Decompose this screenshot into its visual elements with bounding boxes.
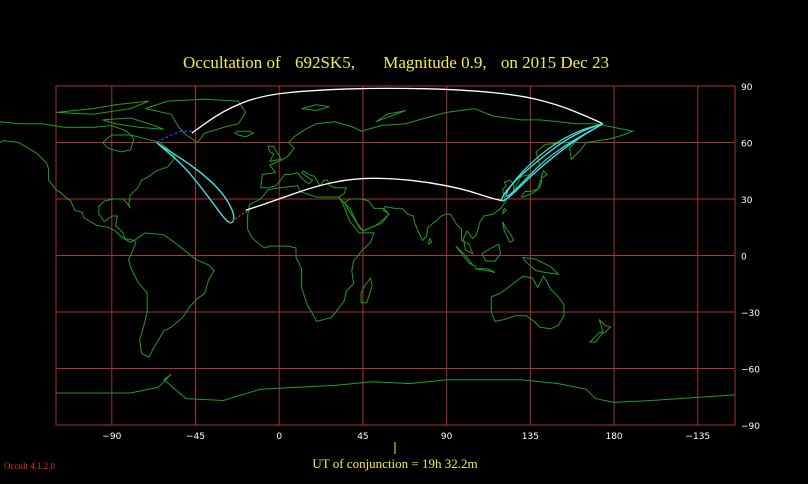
lon-tick-label: 180 <box>605 432 622 442</box>
lon-tick-label: 90 <box>441 432 453 442</box>
title-magnitude: Magnitude 0.9, <box>383 53 486 72</box>
title-date: on 2015 Dec 23 <box>501 53 609 72</box>
coastline <box>490 275 565 330</box>
coastline <box>455 245 477 268</box>
north-track <box>191 87 604 134</box>
title-prefix: Occultation of <box>183 53 281 72</box>
coastline <box>234 130 255 138</box>
south-track <box>245 177 503 211</box>
east-loop-inner <box>505 123 604 197</box>
map-title: Occultation of 692SK5, Magnitude 0.9, on… <box>183 53 609 72</box>
coastlines <box>0 98 736 403</box>
lat-tick-label: −60 <box>741 366 760 376</box>
coastline <box>343 198 390 232</box>
title-object: 692SK5, <box>295 53 355 72</box>
east-loop-outer <box>500 123 604 202</box>
longitude-labels: −90 −45 0 45 90 135 180 −135 <box>102 432 710 442</box>
lon-tick-label: 135 <box>522 432 539 442</box>
lat-tick-label: −30 <box>741 309 760 319</box>
coastline <box>145 98 247 144</box>
coastline <box>55 100 150 115</box>
red-track-segment <box>228 209 250 224</box>
lat-tick-label: 60 <box>741 140 753 150</box>
conjunction-label: UT of conjunction = 19h 32.2m <box>312 456 477 471</box>
coastline <box>56 373 736 403</box>
coastline <box>360 276 373 304</box>
coastline <box>474 268 496 273</box>
lon-tick-label: 0 <box>276 432 282 442</box>
coastline <box>267 145 282 162</box>
lat-tick-label: 90 <box>741 83 753 93</box>
version-label: Occult 4.1.2.0 <box>4 461 55 471</box>
coastline <box>128 232 215 358</box>
lon-tick-label: −90 <box>102 432 121 442</box>
coastline <box>522 256 560 275</box>
occultation-tracks <box>156 87 604 224</box>
blue-track-segment <box>156 130 192 144</box>
lat-tick-label: 0 <box>741 253 747 263</box>
coastline <box>520 169 548 198</box>
coastline <box>481 243 502 262</box>
lon-tick-label: −45 <box>186 432 205 442</box>
lon-tick-label: 45 <box>357 432 368 442</box>
lat-tick-label: 30 <box>741 196 753 206</box>
coastline <box>375 110 406 123</box>
coastline <box>0 121 176 243</box>
coastline <box>247 185 375 322</box>
coastline <box>427 237 433 245</box>
coastline <box>301 104 330 112</box>
coastline <box>502 221 515 243</box>
lon-tick-label: −135 <box>685 432 710 442</box>
grid-layer <box>55 85 736 426</box>
latitude-labels: 90 60 30 0 −30 −60 −90 <box>741 83 760 432</box>
coastline <box>102 117 165 130</box>
coastline <box>588 319 612 343</box>
lat-tick-label: −90 <box>741 422 760 432</box>
coastline <box>502 207 507 215</box>
